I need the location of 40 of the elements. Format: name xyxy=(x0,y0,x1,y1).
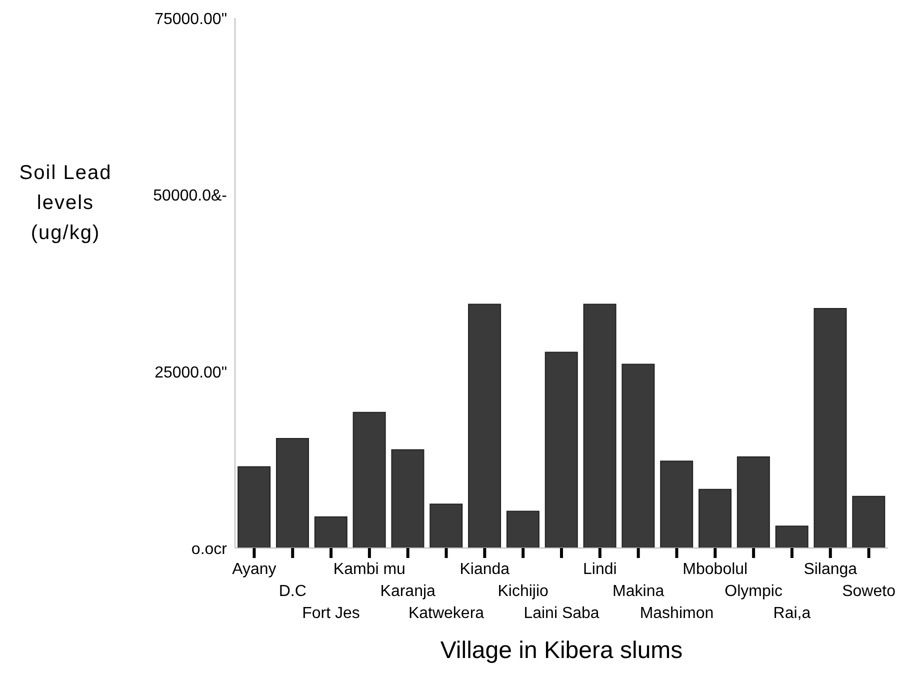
y-axis-title: Soil Lead levels (ug/kg) xyxy=(18,161,113,246)
y-tick-label: 50000.0&- xyxy=(153,188,227,205)
bar xyxy=(506,510,540,548)
x-tick-label: Rai,a xyxy=(773,605,811,622)
x-tick-label: Mbobolul xyxy=(682,561,748,578)
bar xyxy=(698,488,732,548)
x-tick-label: Karanja xyxy=(380,583,436,600)
bar xyxy=(583,304,616,548)
x-tick-label: Laini Saba xyxy=(524,605,600,622)
bar xyxy=(314,516,348,548)
x-tick-label: Lindi xyxy=(583,561,617,578)
bar xyxy=(276,438,309,548)
bar xyxy=(391,449,424,548)
x-tick-label: Katwekera xyxy=(408,605,484,622)
bar xyxy=(814,308,847,548)
bar xyxy=(468,304,502,548)
x-tick-label: Olympic xyxy=(724,583,782,600)
bar xyxy=(660,460,694,548)
bar xyxy=(736,456,770,548)
bar xyxy=(238,466,271,548)
bar xyxy=(775,526,808,548)
bar xyxy=(430,504,463,548)
x-axis-title: Village in Kibera slums xyxy=(440,637,683,664)
bar xyxy=(622,364,655,548)
x-tick-label: Mashimon xyxy=(640,605,714,622)
x-tick-label: Kambi mu xyxy=(333,561,406,578)
x-tick-label: Kianda xyxy=(460,561,510,578)
bar xyxy=(544,352,578,548)
x-tick-label: Kichijio xyxy=(498,583,549,600)
x-tick-label: D.C xyxy=(278,583,306,600)
y-tick-label: o.ocr xyxy=(191,541,228,558)
x-tick-label: Ayany xyxy=(232,561,276,578)
y-tick-label: 25000.00" xyxy=(154,364,227,382)
x-tick-label: Makina xyxy=(612,583,664,600)
bar xyxy=(852,496,886,548)
x-tick-label: Soweto xyxy=(842,583,896,600)
y-tick-label: 75000.00" xyxy=(154,11,227,28)
bar xyxy=(352,412,386,548)
x-tick-label: Fort Jes xyxy=(302,605,360,622)
x-tick-label: Silanga xyxy=(804,561,858,578)
